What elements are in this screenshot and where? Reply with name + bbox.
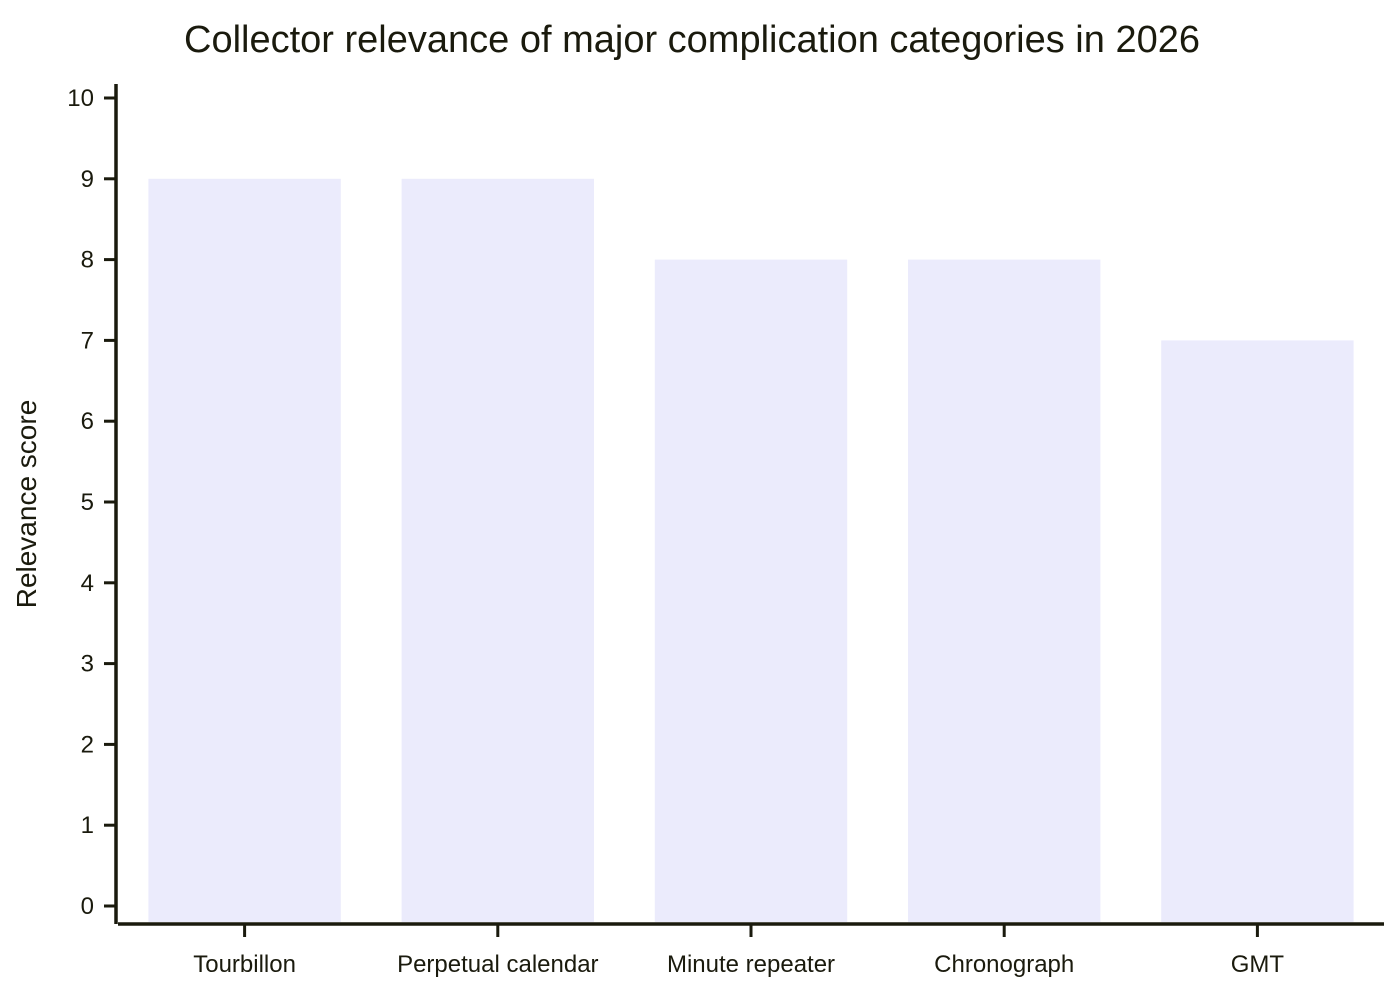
bar-perpetual-calendar — [401, 178, 594, 923]
y-tick-label: 1 — [81, 812, 94, 839]
bar-tourbillon — [148, 178, 341, 923]
x-axis-ticks: Tourbillon Perpetual calendar Minute repea… — [193, 925, 1284, 978]
bar-minute-repeater — [654, 259, 848, 923]
bar-chronograph — [908, 259, 1101, 923]
x-tick-label: Minute repeater — [667, 951, 835, 978]
y-tick-label: 7 — [81, 327, 94, 354]
y-tick-label: 10 — [67, 85, 94, 112]
x-tick-label: Tourbillon — [193, 951, 296, 978]
y-tick-label: 9 — [81, 166, 94, 193]
x-tick-label: Perpetual calendar — [397, 951, 598, 978]
y-axis-label: Relevance score — [11, 400, 42, 609]
chart-title: Collector relevance of major complicatio… — [184, 19, 1200, 61]
bar-gmt — [1161, 340, 1354, 922]
y-axis-ticks: 0 1 2 3 4 5 6 7 8 9 10 — [67, 85, 115, 920]
y-tick-label: 3 — [81, 651, 94, 678]
y-tick-label: 6 — [81, 408, 94, 435]
x-tick-label: Chronograph — [934, 951, 1074, 978]
y-tick-label: 2 — [81, 731, 94, 758]
y-tick-label: 8 — [81, 247, 94, 274]
x-tick-label: GMT — [1231, 951, 1285, 978]
y-tick-label: 5 — [81, 489, 94, 516]
y-tick-label: 4 — [81, 570, 94, 597]
y-tick-label: 0 — [81, 893, 94, 920]
bars-group — [148, 178, 1354, 923]
